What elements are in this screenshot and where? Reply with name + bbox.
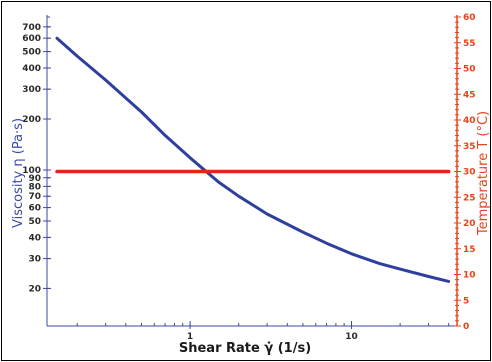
y-right-tick-label: 5 (463, 296, 469, 306)
y-right-tick-label: 10 (463, 271, 476, 281)
y-right-axis-title: Temperature T (°C) (476, 111, 491, 236)
y-left-tick-label: 100 (22, 166, 41, 176)
y-left-tick-label: 60 (28, 204, 41, 214)
y-right-tick-label: 60 (463, 13, 476, 23)
series-layer (55, 36, 451, 283)
y-right-tick-label: 50 (463, 65, 476, 75)
y-right-tick-label: 45 (463, 90, 476, 100)
y-right-tick-label: 20 (463, 219, 476, 229)
y-left-tick-label: 50 (28, 217, 41, 227)
y-left-tick-label: 200 (22, 115, 41, 125)
viscosity-series-line (55, 36, 451, 283)
y-left-tick-label: 500 (22, 48, 41, 58)
y-left-tick-label: 20 (28, 284, 41, 294)
x-tick-label: 10 (345, 332, 358, 342)
y-right-tick-label: 40 (463, 116, 476, 126)
y-left-tick-label: 70 (28, 192, 41, 202)
y-left-tick-label: 600 (22, 34, 41, 44)
y-right-tick-label: 55 (463, 39, 476, 49)
y-left-tick-label: 700 (22, 23, 41, 33)
y-left-axis-title: Viscosity η (Pa·s) (11, 118, 26, 228)
x-tick-label: 1 (187, 332, 193, 342)
y-right-tick-label: 30 (463, 168, 476, 178)
y-left-tick-label: 90 (28, 174, 41, 184)
y-right-tick-label: 0 (463, 322, 469, 332)
y-right-tick-label: 35 (463, 142, 476, 152)
y-right-tick-label: 15 (463, 245, 476, 255)
x-axis-title: Shear Rate γ̇ (1/s) (179, 341, 311, 356)
y-left-tick-label: 30 (28, 255, 41, 265)
y-right-tick-label: 25 (463, 193, 476, 203)
y-left-tick-label: 400 (22, 64, 41, 74)
y-left-tick-label: 300 (22, 85, 41, 95)
y-left-tick-label: 80 (28, 182, 41, 192)
y-left-tick-label: 40 (28, 233, 41, 243)
